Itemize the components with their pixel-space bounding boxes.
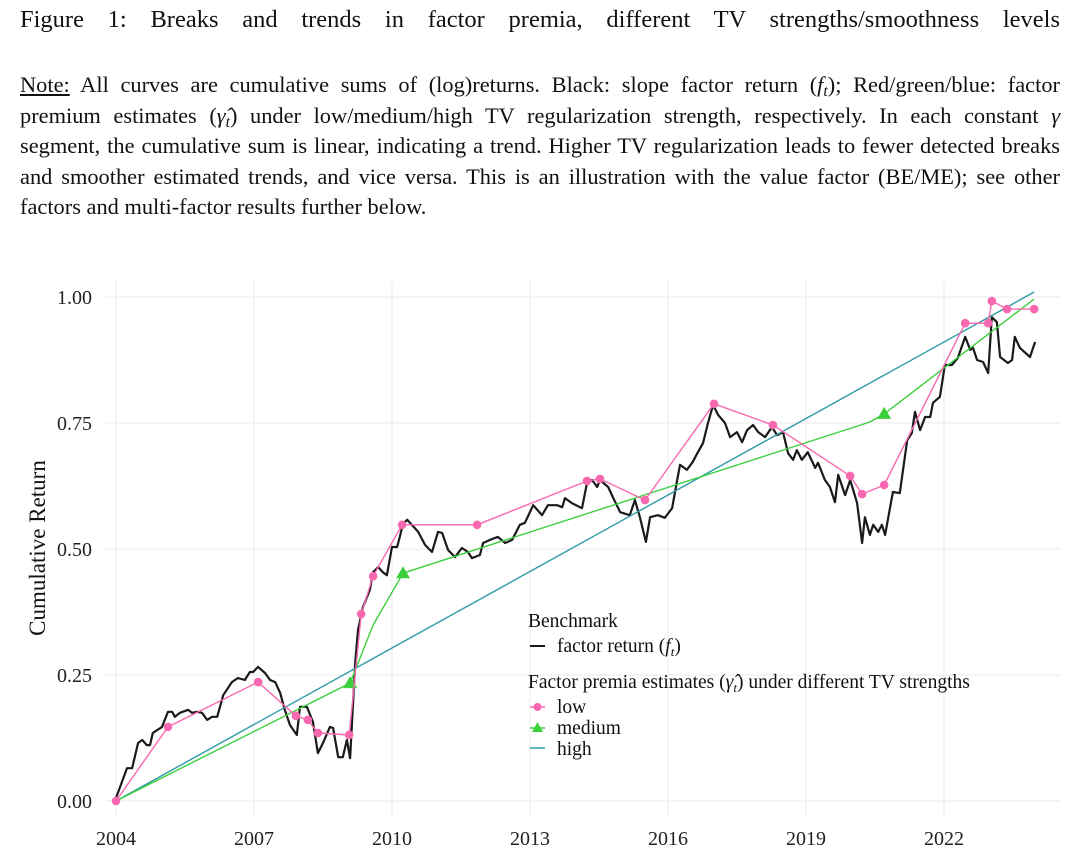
legend-low-label: low (557, 697, 586, 718)
point-low (640, 495, 650, 505)
point-low (472, 520, 482, 530)
legend-factor-f: f (665, 636, 673, 657)
point-low (768, 420, 778, 430)
point-low (845, 471, 855, 481)
legend: Benchmark factor return (ft) Factor prem… (528, 611, 970, 760)
note-text-4: segment, the cumulative sum is linear, i… (20, 133, 1060, 220)
y-tick-label: 0.00 (57, 791, 92, 813)
y-axis-label: Cumulative Return (25, 460, 50, 636)
point-low (253, 677, 263, 687)
legend-factor-label: factor return (ft) (557, 636, 681, 659)
series-line-factor (114, 316, 1037, 799)
point-low (356, 609, 366, 619)
legend-factor-close: ) (674, 636, 681, 657)
math-gamma-hat: γ̂ (216, 102, 226, 128)
series-layer (111, 291, 1039, 806)
point-low (709, 399, 719, 409)
legend-medium-swatch-marker (532, 722, 543, 732)
point-low (595, 474, 605, 484)
point-low (111, 796, 121, 806)
point-low (582, 476, 592, 486)
point-low (163, 722, 173, 732)
point-medium (877, 406, 892, 419)
y-tick-label: 0.75 (57, 413, 92, 435)
x-tick-label: 2019 (786, 828, 826, 850)
note-label: Note: (20, 72, 70, 97)
legend-low-swatch-marker (533, 703, 542, 711)
legend-estimates-t: t (733, 680, 737, 695)
x-tick-label: 2022 (924, 828, 964, 850)
math-sub-t: t (823, 82, 828, 100)
point-low (857, 489, 867, 499)
math-sub-t: t (225, 113, 230, 131)
point-low (879, 480, 889, 490)
x-tick-label: 2013 (510, 828, 550, 850)
point-low (291, 711, 301, 721)
note-text-3: ) under low/medium/high TV regularizatio… (229, 102, 1052, 128)
point-low (1029, 304, 1039, 314)
gridlines (105, 282, 1060, 815)
y-tick-label: 0.25 (57, 665, 92, 687)
legend-estimates-text-b: ) under different TV strengths (737, 672, 970, 693)
point-low (960, 318, 970, 328)
figure-title: Figure 1: Breaks and trends in factor pr… (20, 6, 1060, 33)
math-f: f (817, 72, 824, 97)
y-tick-label: 1.00 (57, 287, 92, 309)
x-tick-label: 2007 (234, 828, 274, 850)
point-low (397, 520, 407, 530)
point-low (344, 730, 354, 740)
math-gamma: γ (1051, 102, 1061, 128)
x-tick-label: 2010 (372, 828, 412, 850)
point-low (987, 296, 997, 306)
point-low (983, 318, 993, 328)
figure-note: Note: All curves are cumulative sums of … (20, 70, 1060, 223)
note-text-1: All curves are cumulative sums of (log)r… (69, 72, 818, 97)
x-tick-label: 2016 (648, 828, 688, 850)
legend-estimates-text-a: Factor premia estimates ( (528, 672, 726, 693)
legend-factor-t: t (671, 644, 675, 659)
series-line-high (115, 291, 1035, 802)
note-text-2: ); Red/green/blue: factor premium estima… (20, 72, 1060, 128)
legend-benchmark-title: Benchmark (528, 611, 618, 632)
point-low (368, 571, 378, 581)
legend-factor-text: factor return ( (557, 636, 665, 657)
legend-estimates-title: Factor premia estimates (γ̂t) under diff… (528, 672, 970, 695)
point-low (1002, 304, 1012, 314)
y-tick-label: 0.50 (57, 539, 92, 561)
legend-medium-label: medium (557, 718, 621, 739)
tick-labels: 0.00 0.25 0.50 0.75 1.00 2004 2007 2010 2013 2016… (57, 287, 964, 850)
point-medium (396, 566, 411, 579)
legend-high-label: high (557, 739, 592, 760)
x-tick-label: 2004 (96, 828, 136, 850)
point-low (313, 728, 323, 738)
point-low (303, 715, 313, 725)
